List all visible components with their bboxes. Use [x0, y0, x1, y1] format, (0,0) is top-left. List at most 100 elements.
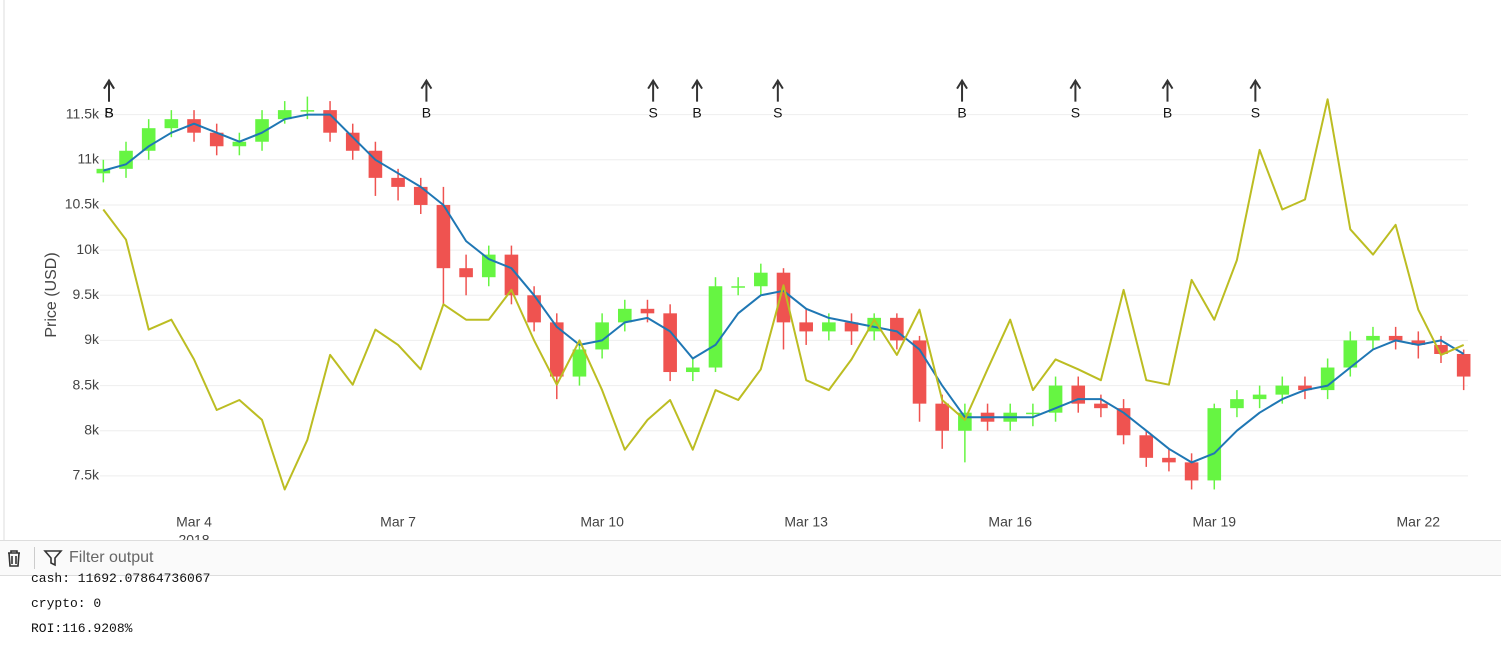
candle-body	[640, 308, 655, 314]
annotation-arrowhead	[420, 78, 433, 90]
annotation-label: B	[1163, 104, 1172, 120]
y-tick-label: 11k	[77, 151, 100, 167]
candle-body	[822, 322, 836, 332]
candle-body	[708, 286, 723, 368]
filter-input[interactable]: Filter output	[69, 549, 154, 566]
candle-body	[459, 268, 473, 278]
annotation: B	[1161, 78, 1174, 120]
filter-icon[interactable]	[43, 548, 63, 568]
annotation: S	[771, 78, 784, 120]
annotation: S	[103, 78, 115, 120]
candle-body	[799, 322, 813, 332]
candle-body	[935, 403, 950, 431]
candle-body	[345, 132, 360, 151]
candle-body	[776, 272, 791, 323]
y-tick-label: 10k	[76, 241, 100, 257]
candle-body	[1388, 335, 1403, 341]
candle-body	[1366, 335, 1380, 341]
trash-icon[interactable]	[2, 546, 26, 570]
x-tick-label: Mar 22	[1397, 514, 1441, 530]
annotation-label: S	[104, 104, 113, 120]
x-tick-label: Mar 10	[580, 514, 624, 530]
annotation-label: B	[422, 104, 431, 120]
candle-body	[164, 119, 179, 129]
annotation-label: S	[1071, 104, 1080, 120]
x-tick-label: Mar 13	[784, 514, 828, 530]
annotation-arrowhead	[1161, 78, 1174, 90]
annotation: B	[691, 78, 703, 120]
candle-body	[1207, 408, 1222, 481]
candle-body	[663, 313, 677, 373]
annotation-arrowhead	[1069, 78, 1082, 90]
candle-body	[1094, 403, 1108, 409]
annotation: S	[647, 78, 659, 120]
y-tick-label: 11.5k	[66, 105, 100, 121]
candle-body	[1184, 462, 1199, 481]
y-tick-label: 8.5k	[73, 376, 100, 392]
x-tick-label: Mar 7	[380, 514, 416, 530]
x-tick-label: Mar 16	[988, 514, 1032, 530]
line-series	[102, 98, 1465, 491]
annotation-arrowhead	[771, 78, 784, 90]
candle-body	[413, 186, 428, 205]
candle-body	[209, 132, 224, 147]
console-line: cash: 11692.07864736067	[31, 571, 211, 586]
candle-body	[527, 295, 541, 323]
candle-body	[96, 168, 111, 174]
candle-body	[277, 110, 292, 120]
separator	[34, 547, 35, 569]
candle-body	[754, 272, 768, 287]
annotation-arrowhead	[647, 78, 659, 90]
candle-body	[255, 119, 269, 142]
y-tick-label: 8k	[84, 421, 100, 437]
annotation: B	[420, 78, 433, 120]
candle-body	[504, 254, 519, 296]
candle-body	[1139, 435, 1154, 458]
candle-body	[232, 141, 247, 147]
candle-body	[1343, 340, 1358, 368]
candle-body	[731, 286, 745, 288]
candle-body	[617, 308, 632, 323]
candle-body	[1230, 399, 1244, 409]
candle-body	[1298, 385, 1312, 391]
line-series	[103, 113, 1465, 464]
console-toolbar: Filter output	[0, 540, 1501, 576]
candle-body	[595, 322, 609, 350]
annotation-arrowhead	[103, 78, 115, 90]
candle-body	[890, 317, 904, 341]
y-tick-label: 10.5k	[65, 196, 100, 212]
x-tick-label: Mar 19	[1192, 514, 1236, 530]
annotation-arrowhead	[956, 78, 968, 90]
annotation-label: B	[104, 104, 113, 120]
chart: Price (USD) 7.5k 8k 8.5k 9k 9.5k 10k 10.5k 11k 1…	[3, 0, 1471, 540]
candle-body	[1456, 353, 1471, 377]
candle-body	[391, 177, 405, 187]
annotation-label: S	[773, 104, 782, 120]
annotation: B	[956, 78, 968, 120]
y-tick-label: 7.5k	[73, 467, 100, 483]
console-line: crypto: 0	[31, 596, 102, 611]
x-tick-label: Mar 4	[176, 514, 212, 530]
x-year-label: 2018	[178, 532, 209, 540]
annotation: S	[1069, 78, 1082, 120]
candle-body	[1252, 394, 1267, 400]
candle-body	[844, 322, 859, 332]
candle-body	[187, 119, 201, 133]
y-axis-label: Price (USD)	[43, 252, 60, 337]
y-tick-label: 9.5k	[73, 286, 100, 302]
candle-body	[1162, 457, 1176, 463]
y-tick-label: 9k	[84, 331, 100, 347]
annotation: S	[1249, 78, 1262, 120]
candle-body	[549, 322, 564, 377]
annotation-arrowhead	[1249, 78, 1262, 90]
candle-body	[1026, 412, 1040, 415]
annotation-label: B	[957, 104, 966, 120]
annotation-label: B	[692, 104, 701, 120]
candle-body	[1320, 367, 1335, 391]
candle-body	[436, 204, 451, 269]
candle-body	[572, 349, 587, 377]
console-output: cash: 11692.07864736067 crypto: 0 ROI:116.…	[31, 566, 210, 641]
annotation-arrowhead	[691, 78, 703, 90]
candle-body	[1275, 385, 1290, 395]
